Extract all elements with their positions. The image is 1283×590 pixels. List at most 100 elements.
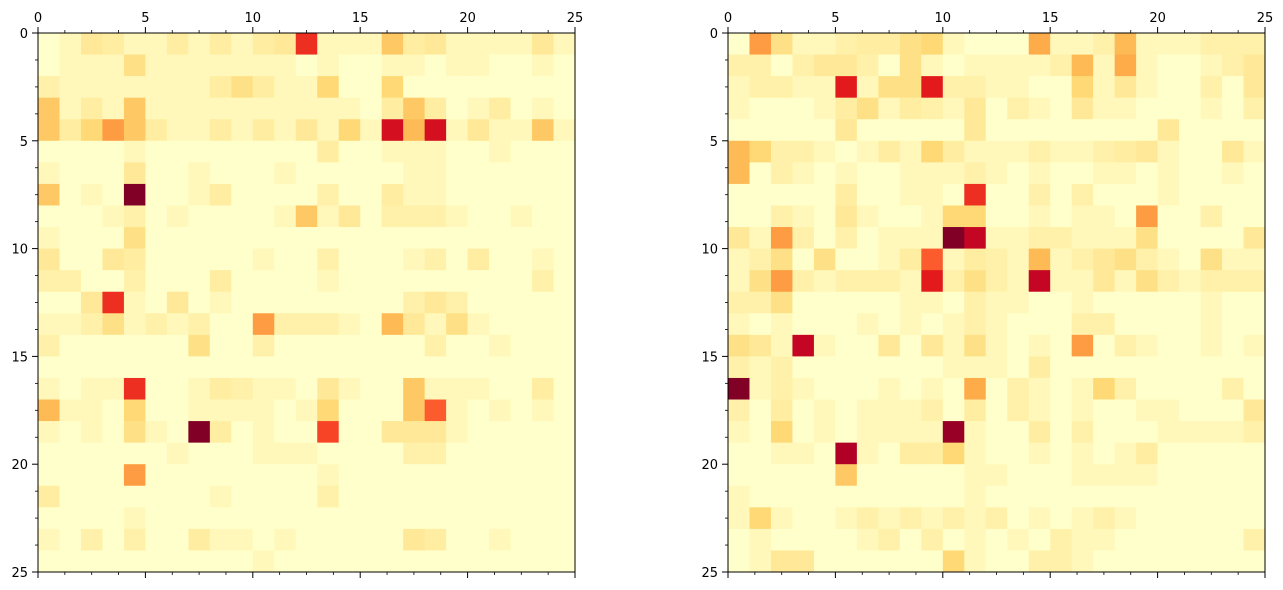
heatmap-cell <box>575 270 597 292</box>
heatmap-cell <box>252 291 275 314</box>
heatmap-cell <box>1200 421 1223 444</box>
heatmap-cell <box>553 119 575 142</box>
heatmap-cell <box>942 97 965 120</box>
heatmap-cell <box>166 528 189 551</box>
heatmap-cell <box>252 97 275 120</box>
heatmap-cell <box>792 442 815 465</box>
heatmap-cell <box>80 485 103 508</box>
heatmap-cell <box>295 227 318 249</box>
heatmap-cell <box>1114 464 1137 487</box>
heatmap-cell <box>145 119 168 142</box>
heatmap-cell <box>1200 183 1223 206</box>
heatmap-cell <box>878 291 901 314</box>
heatmap-cell <box>123 97 146 120</box>
heatmap-cell <box>252 33 275 55</box>
heatmap-cell <box>510 334 533 357</box>
heatmap-cell <box>403 507 426 530</box>
heatmap-cell <box>1007 140 1030 163</box>
heatmap-cell <box>252 464 275 487</box>
heatmap-cell <box>749 442 772 465</box>
heatmap-cell <box>1243 313 1265 336</box>
heatmap-cell <box>80 399 103 422</box>
heatmap-cell <box>1265 550 1283 572</box>
heatmap-cell <box>231 464 254 487</box>
heatmap-cell <box>813 140 836 163</box>
heatmap-cell <box>252 248 275 271</box>
heatmap-cell <box>38 140 60 163</box>
heatmap-cell <box>1093 377 1116 400</box>
heatmap-cell <box>985 54 1008 77</box>
heatmap-cell <box>1007 97 1030 120</box>
heatmap-cell <box>166 464 189 487</box>
heatmap-cell <box>274 97 297 120</box>
heatmap-cell <box>1136 119 1158 142</box>
heatmap-cell <box>510 313 533 336</box>
heatmap-cell <box>964 313 987 336</box>
heatmap-cell <box>1114 421 1137 444</box>
heatmap-cell <box>209 183 232 206</box>
heatmap-cell <box>166 97 189 120</box>
heatmap-cell <box>1028 399 1051 422</box>
heatmap-cell <box>145 399 168 422</box>
heatmap-cell <box>102 248 125 271</box>
heatmap-cell <box>510 205 533 228</box>
heatmap-cell <box>38 205 60 228</box>
y-tick-label: 25 <box>11 566 28 581</box>
heatmap-cell <box>942 248 965 271</box>
heatmap-cell <box>80 97 103 120</box>
heatmap-cell <box>1243 227 1265 249</box>
heatmap-cell <box>1050 550 1073 572</box>
heatmap-cell <box>532 485 554 508</box>
heatmap-cell <box>209 162 232 185</box>
heatmap-cell <box>274 399 297 422</box>
heatmap-cell <box>1200 356 1223 379</box>
heatmap-cell <box>360 507 383 530</box>
heatmap-cell <box>145 162 168 185</box>
heatmap-cell <box>38 399 60 422</box>
heatmap-cell <box>749 205 772 228</box>
heatmap-cell <box>878 33 901 55</box>
heatmap-cell <box>403 227 426 249</box>
heatmap-cell <box>209 227 232 249</box>
heatmap-cell <box>728 356 750 379</box>
heatmap-cell <box>942 464 965 487</box>
heatmap-cell <box>38 464 60 487</box>
heatmap-cell <box>338 270 361 293</box>
heatmap-cell <box>403 421 426 444</box>
heatmap-cell <box>985 291 1008 314</box>
heatmap-cell <box>1179 528 1201 551</box>
heatmap-cell <box>1136 162 1158 185</box>
heatmap-cell <box>145 76 168 99</box>
heatmap-cell <box>1179 507 1201 530</box>
heatmap-cell <box>59 485 82 508</box>
heatmap-cell <box>188 421 211 444</box>
heatmap-cell <box>899 76 922 99</box>
heatmap-cell <box>921 528 944 551</box>
heatmap-cell <box>467 313 490 336</box>
heatmap-cell <box>1265 464 1283 486</box>
heatmap-cell <box>1028 550 1051 572</box>
heatmap-cell <box>446 54 468 77</box>
heatmap-cell <box>188 356 211 379</box>
heatmap-cell <box>921 334 944 357</box>
heatmap-cell <box>80 528 103 551</box>
heatmap-cell <box>1200 140 1223 163</box>
heatmap-cell <box>553 183 575 206</box>
heatmap-cell <box>123 140 146 163</box>
heatmap-cell <box>338 313 361 336</box>
heatmap-cell <box>274 205 297 228</box>
heatmap-cell <box>295 442 318 465</box>
heatmap-cell <box>102 33 125 55</box>
heatmap-cell <box>338 550 361 572</box>
heatmap-cell <box>921 162 944 185</box>
heatmap-cell <box>985 485 1008 508</box>
heatmap-cell <box>1093 76 1116 99</box>
heatmap-cell <box>1265 33 1283 55</box>
heatmap-cell <box>899 248 922 271</box>
heatmap-cell <box>1007 54 1030 77</box>
heatmap-cell <box>381 33 404 55</box>
heatmap-cell <box>188 377 211 400</box>
heatmap-cell <box>295 76 318 99</box>
heatmap-cell <box>446 205 468 228</box>
heatmap-cell <box>1243 54 1265 77</box>
